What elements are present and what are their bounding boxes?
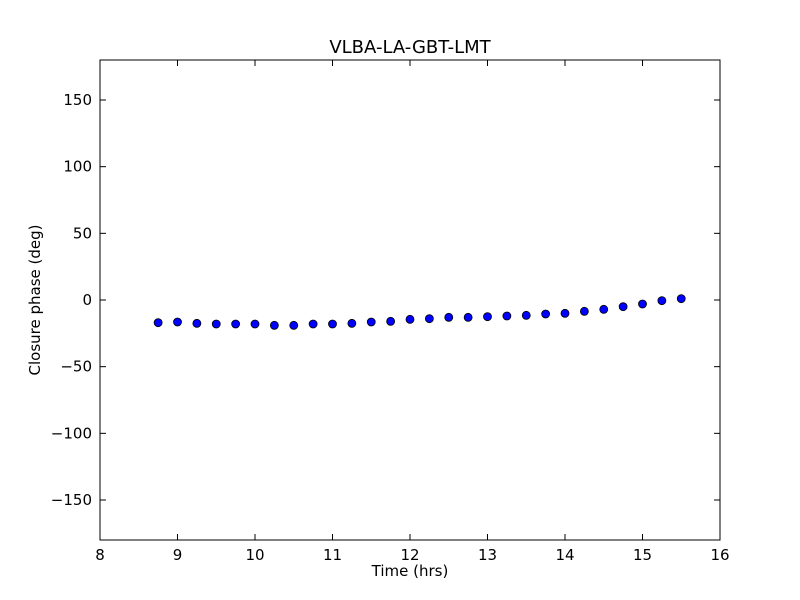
plot-area xyxy=(100,60,720,540)
data-point xyxy=(599,304,609,314)
y-ticks: −150 −100 −50 0 50 100 150 xyxy=(51,91,720,509)
y-tick-label: −100 xyxy=(51,424,92,442)
data-point xyxy=(289,320,299,330)
x-tick-label: 14 xyxy=(555,546,574,564)
data-point xyxy=(250,319,260,329)
data-point xyxy=(657,296,667,306)
data-point xyxy=(405,314,415,324)
data-point xyxy=(483,312,492,322)
data-point xyxy=(366,317,376,327)
data-point xyxy=(638,299,647,309)
data-point xyxy=(269,320,279,330)
plot-frame xyxy=(99,59,721,541)
data-point xyxy=(386,316,396,326)
x-tick-label: 9 xyxy=(173,546,183,564)
data-point xyxy=(560,308,570,318)
data-point xyxy=(153,318,163,328)
x-tick-label: 15 xyxy=(633,546,652,564)
y-tick-label: 100 xyxy=(63,158,92,176)
x-axis-label: Time (hrs) xyxy=(371,562,449,580)
data-point xyxy=(308,319,318,329)
data-point xyxy=(541,309,551,319)
x-ticks: 8 9 10 11 12 13 14 15 16 xyxy=(95,60,730,564)
y-tick-label: −150 xyxy=(51,491,92,509)
data-point xyxy=(463,312,473,322)
x-tick-label: 8 xyxy=(95,546,105,564)
chart-title: VLBA-LA-GBT-LMT xyxy=(329,37,491,58)
data-point xyxy=(676,294,686,304)
data-points xyxy=(153,294,686,330)
data-point xyxy=(173,317,182,327)
y-axis-label: Closure phase (deg) xyxy=(26,225,44,376)
y-tick-label: 0 xyxy=(82,291,92,309)
x-tick-label: 10 xyxy=(245,546,264,564)
data-point xyxy=(231,319,241,329)
data-point xyxy=(211,319,221,329)
y-tick-label: −50 xyxy=(60,358,92,376)
data-point xyxy=(192,318,202,328)
data-point xyxy=(579,306,589,316)
data-point xyxy=(521,310,531,320)
data-point xyxy=(444,312,454,322)
x-tick-label: 11 xyxy=(323,546,342,564)
data-point xyxy=(502,311,512,321)
y-tick-label: 150 xyxy=(63,91,92,109)
data-point xyxy=(347,318,357,328)
x-tick-label: 12 xyxy=(400,546,419,564)
x-tick-label: 13 xyxy=(478,546,497,564)
data-point xyxy=(618,302,628,312)
data-point xyxy=(424,314,434,324)
x-tick-label: 16 xyxy=(710,546,729,564)
y-tick-label: 50 xyxy=(73,224,92,242)
data-point xyxy=(328,319,337,329)
